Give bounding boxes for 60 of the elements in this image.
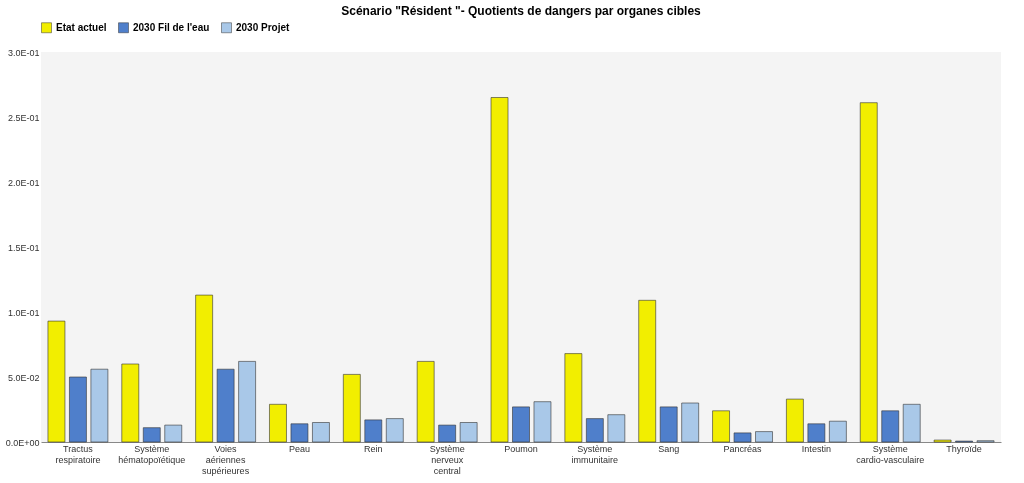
x-tick-label: Pancréas	[723, 443, 763, 454]
bar	[607, 414, 626, 443]
legend-label: Etat actuel	[56, 21, 107, 33]
bar	[755, 431, 773, 443]
bar	[902, 404, 921, 443]
bar	[195, 294, 213, 443]
bar	[290, 423, 309, 443]
bar	[438, 424, 456, 443]
bar	[416, 361, 435, 443]
x-tick-label: Système hématopoïétique	[118, 443, 186, 465]
x-tick-label: Intestin	[801, 443, 831, 454]
bar	[90, 368, 109, 443]
bar	[786, 398, 804, 443]
x-tick-label: Sang	[658, 443, 680, 454]
x-tick-label: Peau	[288, 443, 310, 454]
y-tick-label: 3.0E-01	[7, 47, 40, 58]
bar	[47, 320, 66, 443]
bar	[881, 410, 900, 443]
y-tick-label: 0.0E+00	[5, 437, 40, 448]
chart-title: Scénario "Résident "- Quotients de dangers par organes cibles	[341, 4, 702, 18]
bar	[564, 353, 583, 443]
bar	[490, 97, 509, 443]
bar	[659, 406, 678, 443]
x-tick-label: Système immunitaire	[571, 443, 619, 465]
bar	[533, 401, 552, 443]
bar	[121, 363, 140, 443]
x-tick-label: Système cardio-vasculaire	[856, 443, 925, 465]
bar	[681, 402, 699, 443]
bar	[164, 424, 183, 443]
bar	[238, 361, 256, 443]
x-tick-label: Rein	[364, 443, 383, 454]
bar	[512, 406, 530, 443]
bar	[385, 418, 404, 443]
y-tick-label: 2.5E-01	[7, 112, 40, 123]
y-tick-label: 1.0E-01	[7, 307, 40, 318]
bar	[364, 419, 383, 443]
bar	[142, 427, 161, 443]
x-tick-label: Tractus respiratoire	[55, 443, 101, 465]
x-tick-label: Système nerveux central	[429, 443, 465, 476]
legend-label: 2030 Projet	[236, 21, 291, 33]
bar	[216, 368, 235, 443]
bar	[712, 410, 730, 443]
bar	[638, 300, 657, 443]
x-tick-label: Voies aériennes supérieures	[202, 443, 250, 476]
bar	[69, 376, 87, 443]
x-tick-label: Poumon	[504, 443, 538, 454]
bar	[807, 423, 826, 443]
bar	[733, 432, 752, 443]
y-tick-label: 5.0E-02	[7, 372, 40, 383]
bar	[269, 404, 287, 443]
x-tick-label: Thyroïde	[946, 443, 982, 454]
y-tick-label: 1.5E-01	[7, 242, 40, 253]
bar	[829, 420, 847, 443]
y-tick-label: 2.0E-01	[7, 177, 40, 188]
bar	[859, 102, 878, 443]
bar	[586, 418, 604, 443]
bar	[312, 422, 330, 443]
bar	[459, 422, 478, 443]
bar	[343, 374, 361, 443]
legend-label: 2030 Fil de l'eau	[133, 21, 210, 33]
